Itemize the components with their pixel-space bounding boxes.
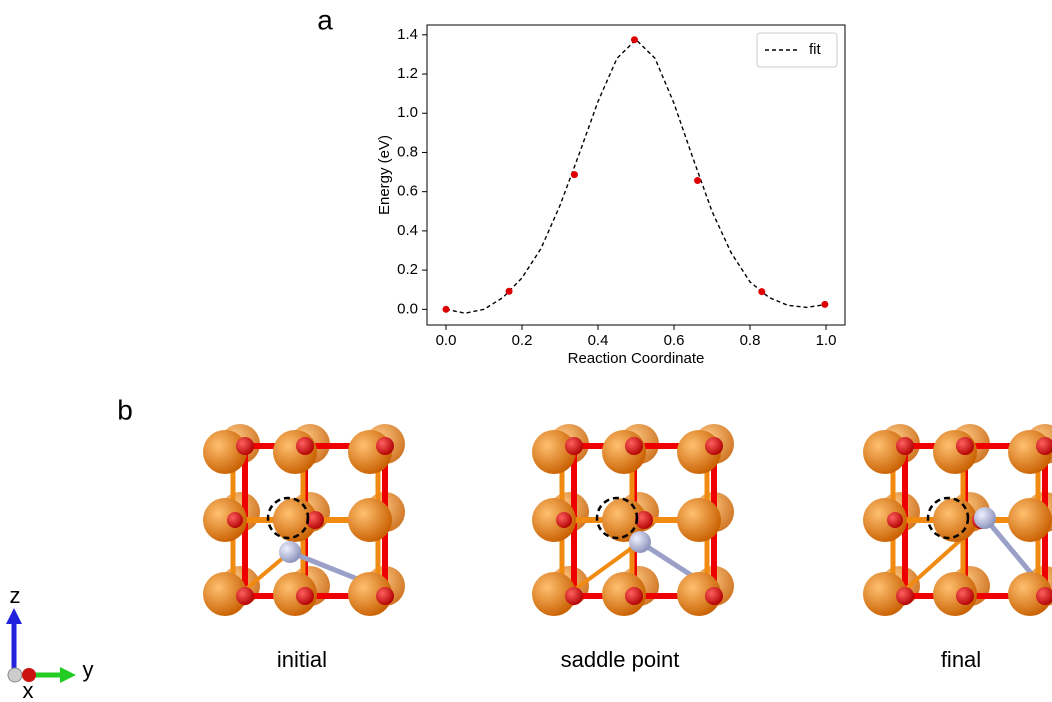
- fe-atom: [677, 572, 721, 616]
- highlight: [266, 496, 310, 540]
- o-atom: [376, 437, 394, 455]
- axes-triad: z y x: [6, 583, 94, 702]
- axis-letter: z: [10, 583, 21, 608]
- data-point: [630, 36, 638, 44]
- o-atom: [1036, 587, 1052, 605]
- o-atom: [236, 587, 254, 605]
- panel-label: a: [317, 4, 333, 35]
- o-atom: [705, 587, 723, 605]
- fit-line: [445, 38, 827, 314]
- origin-ball: [22, 668, 36, 682]
- plot-frame: [426, 24, 846, 326]
- x-tick-label: 0.8: [740, 332, 761, 349]
- structures: [203, 424, 1052, 616]
- x-tick-label: 0.4: [588, 332, 609, 349]
- x-tick-label: 0.6: [664, 332, 685, 349]
- panel-label: b: [117, 394, 133, 425]
- o-atom: [705, 437, 723, 455]
- y-tick-label: 0.6: [397, 183, 418, 200]
- highlight: [926, 496, 970, 540]
- structure-label: initial: [277, 647, 327, 672]
- o-atom: [236, 437, 254, 455]
- n-atom: [279, 541, 301, 563]
- o-atom: [956, 437, 974, 455]
- o-atom: [296, 587, 314, 605]
- data-point: [758, 288, 766, 296]
- n-atom: [629, 531, 651, 553]
- y-tick-label: 1.2: [397, 65, 418, 82]
- fe-atom: [863, 430, 907, 474]
- fe-atom: [532, 498, 576, 542]
- fe-atom: [203, 572, 247, 616]
- o-atom: [635, 511, 653, 529]
- x-axis-label: Reaction Coordinate: [568, 350, 705, 367]
- x-tick-label: 0.0: [436, 332, 457, 349]
- structure-label: saddle point: [561, 647, 680, 672]
- data-point: [694, 176, 702, 184]
- bond: [572, 540, 642, 592]
- data-point: [821, 300, 829, 308]
- fe-atom: [602, 572, 646, 616]
- o-atom: [565, 437, 583, 455]
- fe-atom: [532, 430, 576, 474]
- o-atom: [896, 587, 914, 605]
- fe-atom: [348, 572, 392, 616]
- fe-atom: [863, 498, 907, 542]
- fe-atom: [863, 572, 907, 616]
- z-arrow-head: [6, 608, 22, 624]
- o-atom: [556, 512, 572, 528]
- o-atom: [227, 512, 243, 528]
- y-tick-label: 0.4: [397, 222, 418, 239]
- y-tick-label: 0.0: [397, 300, 418, 317]
- highlight: [595, 496, 639, 540]
- o-atom: [896, 437, 914, 455]
- o-atom: [565, 587, 583, 605]
- legend-label: fit: [809, 41, 822, 58]
- y-tick-label: 1.0: [397, 104, 418, 121]
- axis-letter: y: [83, 657, 94, 682]
- fe-atom: [1008, 498, 1052, 542]
- fe-atom: [203, 430, 247, 474]
- fe-atom: [273, 572, 317, 616]
- x-ball: [7, 667, 23, 683]
- data-point: [505, 287, 513, 295]
- y-tick-label: 0.2: [397, 261, 418, 278]
- o-atom: [956, 587, 974, 605]
- o-atom: [1036, 437, 1052, 455]
- fe-atom: [203, 498, 247, 542]
- fe-atom: [933, 572, 977, 616]
- o-atom: [625, 587, 643, 605]
- fe-atom: [1008, 572, 1052, 616]
- x-tick-label: 0.2: [512, 332, 533, 349]
- y-tick-label: 1.4: [397, 26, 418, 43]
- data-point: [442, 305, 450, 313]
- o-atom: [296, 437, 314, 455]
- axis-letter: x: [23, 678, 34, 702]
- structure-label: final: [941, 647, 981, 672]
- y-arrow-head: [60, 667, 76, 683]
- o-atom: [306, 511, 324, 529]
- fe-atom: [532, 572, 576, 616]
- o-atom: [625, 437, 643, 455]
- fe-atom: [677, 498, 721, 542]
- n-atom: [974, 507, 996, 529]
- o-atom: [887, 512, 903, 528]
- o-atom: [376, 587, 394, 605]
- y-tick-label: 0.8: [397, 143, 418, 160]
- x-tick-label: 1.0: [816, 332, 837, 349]
- fe-atom: [348, 498, 392, 542]
- data-point: [570, 171, 578, 179]
- y-axis-label: Energy (eV): [376, 135, 393, 215]
